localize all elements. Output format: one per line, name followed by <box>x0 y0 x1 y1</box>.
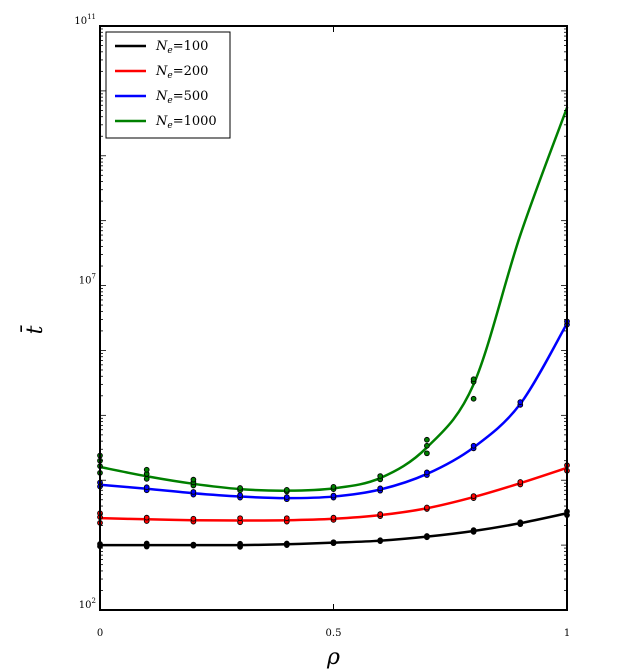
series-layer <box>98 106 569 547</box>
data-point-2-5 <box>190 489 197 495</box>
data-point-3-13 <box>283 487 290 493</box>
data-point-1-8 <box>237 515 243 522</box>
x-tick-label: 1 <box>564 628 570 639</box>
series-line-3 <box>98 106 569 492</box>
series-line-2 <box>98 322 569 500</box>
data-point-0-3 <box>143 540 150 547</box>
legend-entry-1: Ne=200 <box>155 64 208 81</box>
data-point-0-11 <box>330 539 337 546</box>
data-point-0-9 <box>283 540 290 547</box>
plot-area: 0 0.5 1 102 107 1011 <box>74 13 570 639</box>
data-point-0-19 <box>517 519 524 526</box>
data-point-1-4 <box>143 514 150 521</box>
data-point-3-15 <box>330 484 337 490</box>
data-point-0-5 <box>190 541 197 548</box>
data-point-3-19 <box>424 442 430 449</box>
data-point-3-6 <box>143 466 150 473</box>
scatter-layer <box>97 318 570 550</box>
legend: Ne=100 Ne=200 Ne=500 Ne=1000 <box>105 31 231 139</box>
data-point-1-6 <box>190 515 197 522</box>
data-point-3-9 <box>190 476 197 483</box>
data-point-2-19 <box>517 399 524 405</box>
data-point-3-17 <box>377 473 384 479</box>
data-point-3-20 <box>424 436 430 443</box>
data-point-3-4 <box>143 476 150 482</box>
data-point-3-21 <box>470 395 477 402</box>
data-point-1-14 <box>377 511 384 518</box>
legend-entry-3: Ne=1000 <box>155 114 217 131</box>
data-point-2-11 <box>330 492 337 499</box>
data-point-2-13 <box>377 485 384 492</box>
x-axis-label: ρ <box>326 645 340 670</box>
data-point-1-16 <box>424 504 430 511</box>
y-axis-ticks: 102 107 1011 <box>74 13 567 611</box>
data-point-0-13 <box>377 537 384 544</box>
x-tick-label: 0.5 <box>326 628 342 639</box>
data-point-1-10 <box>283 515 290 522</box>
data-point-3-23 <box>470 376 477 383</box>
legend-entry-0: Ne=100 <box>155 39 208 56</box>
data-point-1-18 <box>470 493 477 499</box>
data-point-2-15 <box>424 469 430 476</box>
x-tick-label: 0 <box>97 628 103 639</box>
data-point-3-11 <box>237 485 243 491</box>
data-point-0-15 <box>424 533 430 539</box>
y-axis-label: t̄ <box>20 325 48 335</box>
data-point-3-18 <box>424 450 430 457</box>
data-point-0-17 <box>470 527 477 534</box>
data-point-2-3 <box>143 484 150 491</box>
y-tick-label: 1011 <box>74 13 96 27</box>
legend-entry-2: Ne=500 <box>155 89 208 106</box>
data-point-1-20 <box>517 479 524 485</box>
data-point-2-9 <box>283 494 290 500</box>
data-point-2-17 <box>470 442 477 449</box>
data-point-0-7 <box>237 540 243 547</box>
data-point-2-7 <box>237 492 243 498</box>
y-tick-label: 107 <box>79 273 96 287</box>
data-point-1-12 <box>330 514 337 521</box>
y-tick-label: 102 <box>79 597 96 611</box>
